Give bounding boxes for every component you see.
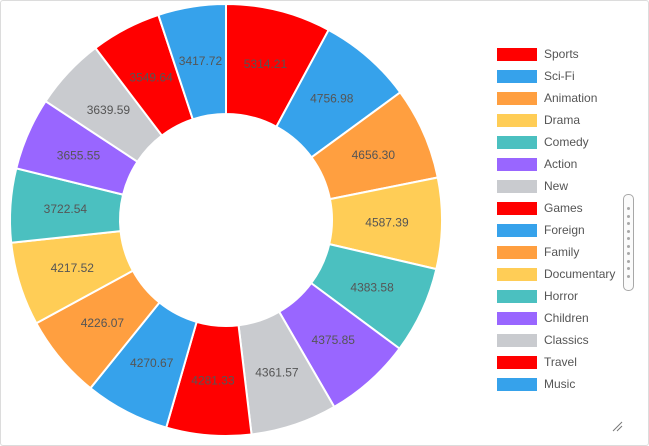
slice-value-label: 3722.54: [44, 202, 88, 216]
slice-music[interactable]: [157, 2, 227, 121]
legend-label: Foreign: [544, 223, 585, 237]
legend-label: Children: [544, 311, 589, 325]
slice-value-label: 3417.72: [179, 54, 223, 68]
legend-label: Documentary: [544, 267, 616, 281]
legend-item[interactable]: Drama: [497, 109, 627, 131]
legend-label: Action: [544, 157, 578, 171]
legend-item[interactable]: Sci-Fi: [497, 65, 627, 87]
legend-label: Sports: [544, 47, 579, 61]
legend-label: Animation: [544, 91, 598, 105]
legend-item[interactable]: Sports: [497, 43, 627, 65]
legend-item[interactable]: Horror: [497, 285, 627, 307]
slice-value-label: 4587.39: [365, 216, 409, 230]
legend-swatch: [497, 47, 537, 61]
legend-label: New: [544, 179, 569, 193]
scroll-grip-dot: [627, 252, 630, 255]
slice-value-label: 4756.98: [310, 92, 354, 106]
scroll-grip-dot: [627, 259, 630, 263]
legend-swatch: [497, 91, 537, 105]
legend-swatch: [497, 289, 537, 303]
legend-label: Classics: [544, 333, 589, 347]
legend-swatch: [497, 135, 537, 149]
slice-value-label: 4270.67: [130, 356, 174, 370]
scroll-grip-dot: [627, 274, 630, 278]
scroll-grip-dot: [627, 222, 630, 225]
legend-label: Music: [544, 377, 576, 391]
slice-value-label: 5314.21: [244, 57, 288, 71]
legend-swatch: [497, 113, 537, 127]
legend-item[interactable]: New: [497, 175, 627, 197]
slice-value-label: 4361.57: [255, 366, 299, 380]
legend-swatch: [497, 201, 537, 215]
slice-value-label: 4281.33: [191, 373, 235, 387]
scroll-grip-dot: [627, 207, 630, 210]
legend-item[interactable]: Comedy: [497, 131, 627, 153]
slice-value-label: 4383.58: [350, 281, 394, 295]
scroll-grip-dot: [627, 214, 630, 218]
slice-value-label: 3549.64: [129, 70, 173, 84]
legend-swatch: [497, 377, 537, 391]
slice-value-label: 4226.07: [81, 316, 125, 330]
legend-label: Games: [544, 201, 583, 215]
legend-scroll-handle[interactable]: [623, 194, 634, 291]
legend-swatch: [497, 157, 537, 171]
legend-swatch: [497, 355, 537, 369]
legend-item[interactable]: Documentary: [497, 263, 627, 285]
legend: Sports Sci-Fi Animation Drama Comedy Action Ne…: [497, 43, 627, 395]
legend-label: Travel: [544, 355, 577, 369]
legend-swatch: [497, 333, 537, 347]
scroll-grip-dot: [627, 267, 630, 270]
legend-item[interactable]: Classics: [497, 329, 627, 351]
slice-value-label: 4375.85: [312, 333, 356, 347]
legend-item[interactable]: Foreign: [497, 219, 627, 241]
legend-item[interactable]: Travel: [497, 351, 627, 373]
legend-item[interactable]: Children: [497, 307, 627, 329]
legend-label: Comedy: [544, 135, 589, 149]
legend-swatch: [497, 223, 537, 237]
legend-item[interactable]: Games: [497, 197, 627, 219]
scroll-grip-dot: [627, 229, 630, 233]
legend-label: Sci-Fi: [544, 69, 575, 83]
legend-swatch: [497, 179, 537, 193]
legend-swatch: [497, 267, 537, 281]
legend-item[interactable]: Family: [497, 241, 627, 263]
legend-item[interactable]: Animation: [497, 87, 627, 109]
legend-label: Horror: [544, 289, 579, 303]
legend-item[interactable]: Action: [497, 153, 627, 175]
slice-value-label: 3655.55: [57, 149, 101, 163]
legend-label: Drama: [544, 113, 581, 127]
legend-label: Family: [544, 245, 580, 259]
scroll-grip-dot: [627, 244, 630, 248]
legend-swatch: [497, 245, 537, 259]
scroll-grip-dot: [627, 237, 630, 240]
legend-item[interactable]: Music: [497, 373, 627, 395]
donut-slices: [9, 2, 443, 437]
slice-value-label: 4217.52: [51, 261, 95, 275]
slice-value-label: 4656.30: [352, 148, 396, 162]
resize-grip-icon[interactable]: [611, 420, 623, 432]
slice-value-labels: 5314.21 4756.98 4656.30 4587.39 4383.58 4375.…: [44, 54, 409, 387]
legend-swatch: [497, 69, 537, 83]
slice-value-label: 3639.59: [87, 103, 131, 117]
legend-swatch: [497, 311, 537, 325]
